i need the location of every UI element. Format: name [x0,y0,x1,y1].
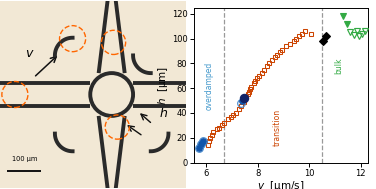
Text: 100 μm: 100 μm [12,156,37,162]
Text: bulk: bulk [334,58,343,74]
Text: $v$: $v$ [25,47,35,60]
Text: $h$: $h$ [159,106,168,120]
Text: overdamped: overdamped [205,62,214,110]
Text: transition: transition [273,109,282,146]
X-axis label: $v$  [μm/s]: $v$ [μm/s] [257,179,305,189]
Y-axis label: $h$  [μm]: $h$ [μm] [156,65,170,105]
